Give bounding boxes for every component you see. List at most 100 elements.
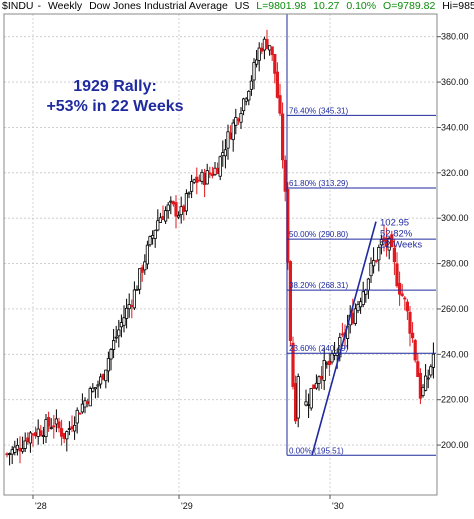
candle-body bbox=[83, 400, 87, 408]
candle-body bbox=[73, 424, 77, 432]
candle-body bbox=[145, 244, 149, 265]
candle-body bbox=[291, 342, 295, 387]
candle-body bbox=[431, 353, 436, 368]
candle-body bbox=[122, 317, 126, 326]
candle-body bbox=[169, 200, 173, 203]
candle-body bbox=[408, 311, 412, 334]
y-tick-label: 340.00 bbox=[441, 122, 469, 132]
candle-body bbox=[78, 412, 82, 415]
candle-body bbox=[156, 220, 160, 231]
candle-body bbox=[234, 117, 238, 126]
candle-body bbox=[179, 206, 183, 216]
candle-body bbox=[416, 361, 420, 378]
candle-body bbox=[260, 47, 264, 52]
candles bbox=[5, 29, 436, 466]
candle-body bbox=[231, 122, 235, 141]
candle-body bbox=[423, 375, 428, 391]
candle-body bbox=[288, 261, 293, 341]
candle-body bbox=[226, 131, 230, 149]
candle-body bbox=[202, 172, 207, 186]
rally-annotation: 102.95 bbox=[380, 218, 409, 229]
candle-body bbox=[10, 449, 14, 455]
open-price-label: O=9789.82 bbox=[383, 0, 436, 12]
candle-body bbox=[403, 297, 407, 300]
candle-body bbox=[47, 417, 51, 427]
candle-body bbox=[135, 288, 139, 291]
candle-body bbox=[312, 384, 316, 389]
candle-body bbox=[405, 301, 410, 312]
candle-body bbox=[166, 204, 170, 212]
candle-body bbox=[410, 332, 415, 339]
candle-body bbox=[208, 172, 212, 175]
candle-body bbox=[228, 132, 233, 140]
candle-body bbox=[280, 113, 285, 161]
candle-body bbox=[213, 167, 217, 176]
candle-body bbox=[28, 432, 33, 444]
candle-body bbox=[36, 428, 40, 437]
plot-border bbox=[3, 13, 438, 496]
axes: 200.00 220.00 240.00 260.00 280.00 300.00 320.… bbox=[3, 13, 469, 511]
candle-body bbox=[200, 171, 204, 182]
candle-body bbox=[236, 118, 240, 122]
candle-body bbox=[241, 98, 246, 112]
candle-body bbox=[247, 90, 251, 101]
candle-body bbox=[112, 340, 116, 350]
candle-body bbox=[356, 303, 360, 312]
candle-body bbox=[340, 333, 345, 336]
candle-body bbox=[114, 336, 118, 339]
candle-body bbox=[215, 167, 220, 175]
candle-body bbox=[314, 382, 319, 389]
y-tick-label: 260.00 bbox=[441, 304, 469, 314]
candle-body bbox=[254, 59, 259, 65]
candle-body bbox=[158, 217, 162, 223]
candle-body bbox=[195, 176, 199, 183]
separator: - bbox=[37, 0, 42, 12]
callout-line-2: +53% in 22 Weeks bbox=[46, 98, 184, 115]
candle-body bbox=[249, 80, 253, 90]
rally-annotation: 22 Weeks bbox=[380, 240, 422, 251]
y-tick-label: 280.00 bbox=[441, 259, 469, 269]
candle-body bbox=[325, 362, 329, 365]
candle-body bbox=[429, 366, 433, 376]
candle-body bbox=[283, 159, 287, 192]
candle-body bbox=[265, 39, 269, 50]
candle-body bbox=[174, 202, 178, 217]
candle-body bbox=[104, 369, 108, 382]
candle-body bbox=[161, 215, 165, 221]
candle-body bbox=[176, 214, 181, 218]
candle-body bbox=[244, 98, 248, 102]
candle-body bbox=[106, 358, 110, 372]
candle-body bbox=[187, 192, 191, 195]
candle-body bbox=[296, 376, 300, 419]
change-pct-label: 0.10% bbox=[346, 0, 377, 12]
candle-body bbox=[88, 388, 92, 407]
candle-body bbox=[353, 308, 358, 324]
candle-body bbox=[379, 239, 384, 246]
candle-body bbox=[257, 47, 261, 61]
chart-header: $INDU - Weekly Dow Jones Industrial Avera… bbox=[2, 0, 474, 14]
candle-body bbox=[239, 113, 243, 123]
candle-body bbox=[52, 425, 56, 428]
candle-body bbox=[182, 205, 186, 212]
candle-body bbox=[18, 447, 22, 452]
candle-body bbox=[62, 432, 66, 439]
candle-body bbox=[91, 387, 95, 392]
candle-body bbox=[150, 235, 155, 239]
y-tick-label: 220.00 bbox=[441, 395, 469, 405]
callout-line-1: 1929 Rally: bbox=[73, 78, 157, 95]
candle-body bbox=[130, 305, 134, 307]
candle-body bbox=[377, 247, 381, 261]
candle-body bbox=[148, 236, 152, 246]
candle-body bbox=[390, 234, 394, 248]
candle-body bbox=[163, 210, 168, 222]
last-price-label: L=9801.98 bbox=[256, 0, 307, 12]
candle-body bbox=[273, 53, 277, 74]
y-tick-label: 360.00 bbox=[441, 77, 469, 87]
candle-body bbox=[330, 353, 334, 363]
candle-body bbox=[395, 263, 399, 287]
candle-body bbox=[117, 329, 121, 337]
candle-body bbox=[143, 261, 147, 271]
y-tick-label: 300.00 bbox=[441, 213, 469, 223]
candle-body bbox=[392, 247, 397, 263]
